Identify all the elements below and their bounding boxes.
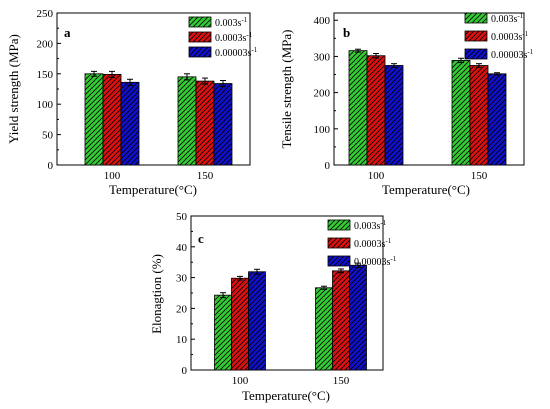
y-tick-label: 40 (176, 242, 188, 254)
x-tick-label: 100 (232, 375, 249, 387)
bar-hatch (214, 83, 232, 165)
panel-b: b Tensile strength (MPa) Temperature(°C)… (279, 12, 534, 197)
legend-swatch-hatch (189, 17, 211, 27)
legend-swatch-hatch (189, 47, 211, 57)
legend-label: 0.0003s-1 (491, 30, 529, 43)
legend-label: 0.0003s-1 (215, 31, 253, 44)
y-tick-label: 400 (314, 15, 331, 27)
y-tick-label: 150 (37, 69, 54, 81)
panel-a-letter: a (64, 25, 71, 40)
panel-a-xlabel: Temperature(°C) (109, 182, 197, 197)
legend-label: 0.00003s-1 (354, 255, 397, 268)
panel-c-ylabel: Elonagtion (%) (149, 254, 164, 334)
x-tick-label: 150 (471, 170, 488, 182)
panel-a-ylabel: Yield strength (MPa) (6, 34, 21, 144)
y-tick-label: 300 (314, 51, 331, 63)
y-tick-label: 100 (314, 124, 331, 136)
legend-swatch-hatch (465, 31, 487, 41)
plot-frame (333, 12, 525, 166)
y-tick-label: 100 (37, 99, 54, 111)
legend-label: 0.003s-1 (215, 16, 248, 29)
bar-hatch (196, 81, 214, 165)
bar-hatch (315, 287, 333, 370)
legend-swatch-hatch (328, 256, 350, 266)
bar-hatch (85, 73, 103, 165)
y-tick-label: 10 (176, 334, 188, 346)
bar-hatch (470, 65, 488, 165)
bar-hatch (332, 270, 350, 370)
y-tick-label: 0 (325, 160, 331, 172)
legend-label: 0.00003s-1 (491, 48, 534, 61)
bar-hatch (367, 55, 385, 166)
x-tick-label: 150 (197, 170, 214, 182)
x-tick-label: 150 (333, 375, 350, 387)
y-tick-label: 0 (182, 365, 188, 377)
y-tick-label: 30 (176, 273, 188, 285)
panel-b-ylabel: Tensile strength (MPa) (279, 30, 294, 149)
panel-b-letter: b (343, 25, 350, 40)
y-tick-label: 50 (42, 130, 54, 142)
y-tick-label: 50 (176, 211, 188, 223)
x-tick-label: 100 (104, 170, 121, 182)
bar-hatch (488, 73, 506, 165)
y-tick-label: 250 (37, 8, 54, 20)
bar-hatch (452, 60, 470, 165)
panel-b-xlabel: Temperature(°C) (382, 182, 470, 197)
panel-a: a Yield strength (MPa) Temperature(°C) 0… (6, 8, 258, 197)
bar-hatch (178, 76, 196, 165)
bar-hatch (349, 50, 367, 166)
x-tick-label: 100 (368, 170, 385, 182)
panel-c: c Elonagtion (%) Temperature(°C) 0 10 20 30… (149, 211, 397, 403)
panel-c-letter: c (198, 231, 204, 246)
legend-label: 0.0003s-1 (354, 237, 392, 250)
legend-label: 0.003s-1 (354, 219, 387, 232)
legend-label: 0.003s-1 (491, 12, 524, 25)
bar-hatch (231, 278, 249, 370)
legend-swatch-hatch (465, 13, 487, 23)
bar-hatch (121, 82, 139, 165)
legend-swatch-hatch (189, 32, 211, 42)
legend-swatch-hatch (465, 49, 487, 59)
bar-hatch (385, 65, 403, 165)
bar-hatch (103, 74, 121, 165)
y-tick-label: 0 (48, 160, 54, 172)
legend-swatch-hatch (328, 220, 350, 230)
y-tick-label: 200 (37, 38, 54, 50)
y-tick-label: 20 (176, 303, 188, 315)
legend-label: 0.00003s-1 (215, 46, 258, 59)
y-tick-label: 200 (314, 88, 331, 100)
bar-hatch (349, 265, 367, 370)
legend-swatch-hatch (328, 238, 350, 248)
bar-hatch (214, 295, 232, 370)
bar-hatch (248, 271, 266, 370)
panel-c-xlabel: Temperature(°C) (242, 388, 330, 403)
